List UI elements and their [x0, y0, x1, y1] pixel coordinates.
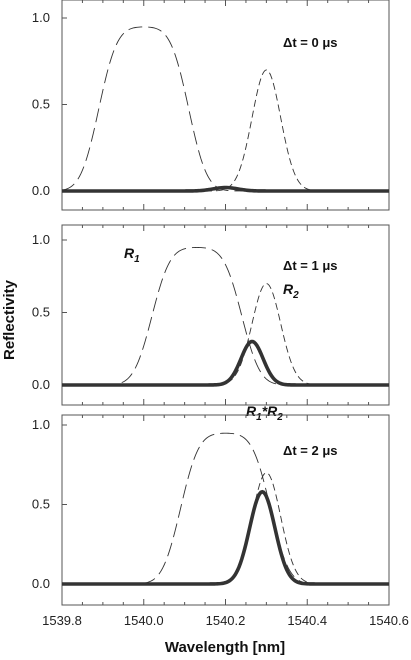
- x-tick-label: 1540.0: [124, 613, 164, 628]
- y-tick-label: 1.0: [32, 417, 50, 432]
- delta-t-annotation: Δt = 1 μs: [283, 258, 338, 273]
- delta-t-annotation: Δt = 0 μs: [283, 35, 338, 50]
- y-tick-label: 0.0: [32, 576, 50, 591]
- y-tick-label: 0.0: [32, 377, 50, 392]
- curve-label: R1*R2: [246, 403, 283, 423]
- x-tick-label: 1540.4: [287, 613, 327, 628]
- panel-3: 0.0 0.5 1.0 Δt = 2 μs: [32, 414, 390, 606]
- series-r1-line: [61, 26, 389, 192]
- series-r1-line: [62, 432, 389, 585]
- x-tick-label: 1540.6: [369, 613, 409, 628]
- y-tick-label: 0.5: [32, 97, 50, 112]
- series-product-line: [62, 185, 389, 193]
- series-r1-line: [62, 247, 389, 386]
- y-tick-label: 1.0: [32, 232, 50, 247]
- panel-frame: [61, 224, 390, 406]
- x-tick-label: 1539.8: [42, 613, 82, 628]
- series-r2-line: [62, 283, 389, 386]
- curve-label: R1: [124, 245, 140, 265]
- curve-label: R2: [283, 281, 299, 301]
- delta-t-annotation: Δt = 2 μs: [283, 443, 338, 458]
- y-tick-label: 0.5: [32, 305, 50, 320]
- y-tick-label: 1.0: [32, 10, 50, 25]
- y-tick-label: 0.0: [32, 183, 50, 198]
- x-tick-label: 1540.2: [206, 613, 246, 628]
- panel-1: 0.0 0.5 1.0 Δt = 0 μs: [32, 0, 390, 211]
- y-axis-title: Reflectivity: [1, 279, 18, 360]
- series-r2-line: [62, 472, 389, 585]
- panel-frame: [61, 0, 390, 211]
- panel-2: 0.0 0.5 1.0 Δt = 1 μs R1 R2 R1*R2: [32, 224, 390, 423]
- series-product-line: [62, 339, 389, 387]
- panel-frame: [61, 414, 390, 606]
- series-r2-line: [62, 69, 389, 192]
- y-tick-label: 0.5: [32, 497, 50, 512]
- series-product-line: [62, 489, 389, 586]
- x-axis-title: Wavelength [nm]: [165, 639, 285, 656]
